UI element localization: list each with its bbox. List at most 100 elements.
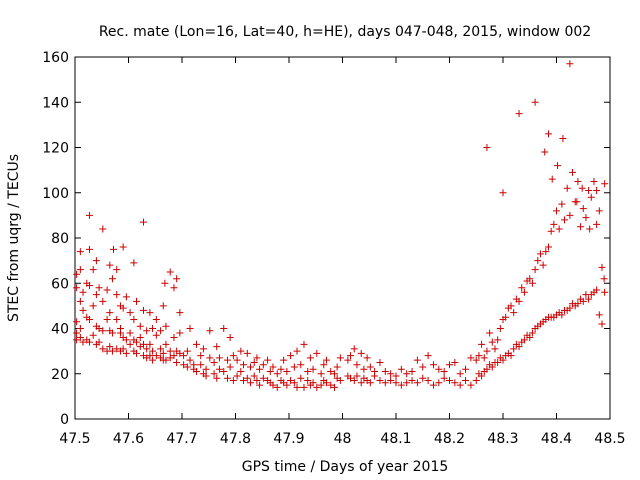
data-point [413, 356, 421, 364]
data-point [76, 325, 84, 332]
data-point [113, 291, 121, 299]
data-point [146, 309, 154, 317]
data-point [376, 358, 384, 366]
data-point [266, 367, 274, 375]
data-point [456, 370, 464, 378]
data-point [353, 361, 361, 369]
data-point [220, 325, 228, 332]
data-point [558, 200, 566, 208]
data-point [366, 379, 374, 387]
data-point [76, 297, 84, 305]
data-point [590, 177, 598, 185]
data-point [350, 377, 358, 385]
data-point [113, 266, 121, 274]
data-point [79, 288, 87, 296]
data-point [585, 186, 593, 194]
data-points [73, 60, 609, 391]
data-point [106, 261, 114, 269]
data-point [197, 352, 205, 360]
data-point [73, 329, 81, 337]
data-point [108, 275, 116, 283]
data-point [419, 374, 427, 382]
data-point [381, 379, 389, 387]
data-point [413, 379, 421, 387]
data-point [566, 304, 574, 312]
data-point [122, 336, 130, 344]
data-point [304, 377, 312, 385]
x-tick-label: 48.3 [487, 431, 518, 447]
data-point [539, 261, 547, 269]
data-point [347, 374, 355, 382]
data-point [309, 365, 317, 373]
data-point [496, 325, 504, 332]
data-point [293, 383, 301, 391]
data-point [213, 374, 221, 382]
data-point [515, 343, 523, 351]
data-point [486, 329, 494, 337]
data-point [478, 340, 486, 348]
data-point [273, 370, 281, 378]
data-point [507, 302, 515, 310]
data-point [85, 338, 93, 346]
data-point [541, 148, 549, 156]
data-point [108, 329, 116, 337]
data-point [502, 313, 510, 321]
data-point [89, 302, 97, 310]
data-point [162, 322, 170, 330]
data-point [180, 361, 188, 369]
data-point [226, 363, 234, 371]
data-point [526, 334, 534, 342]
data-point [206, 327, 214, 335]
data-point [510, 309, 518, 317]
data-point [353, 372, 361, 380]
data-point [573, 198, 581, 206]
data-point [226, 334, 234, 342]
data-point [290, 363, 298, 371]
data-point [360, 365, 368, 373]
data-point [253, 354, 261, 362]
data-point [494, 358, 502, 366]
data-point [309, 379, 317, 387]
data-point [397, 381, 405, 389]
data-point [483, 347, 491, 355]
y-tick-label: 40 [51, 322, 69, 338]
data-point [462, 365, 470, 373]
axes: 47.5 47.6 47.7 47.8 47.9 48 48.1 48.2 48.3 48.4 48… [42, 50, 625, 447]
data-point [166, 347, 174, 355]
data-point [363, 354, 371, 362]
data-point [103, 315, 111, 323]
data-point [237, 347, 245, 355]
data-point [283, 381, 291, 389]
data-point [180, 352, 188, 360]
data-point [130, 315, 138, 323]
data-point [330, 370, 338, 378]
data-point [598, 263, 606, 271]
data-point [110, 245, 118, 253]
data-point [483, 144, 491, 151]
y-tick-label: 120 [42, 141, 69, 157]
y-tick-label: 60 [51, 276, 69, 292]
data-point [330, 383, 338, 391]
data-point [139, 306, 147, 314]
data-point [89, 266, 97, 274]
data-point [499, 356, 507, 364]
data-point [488, 363, 496, 371]
data-point [293, 347, 301, 355]
data-point [170, 334, 178, 342]
data-point [336, 354, 344, 362]
data-point [79, 338, 87, 346]
data-point [85, 245, 93, 253]
data-point [510, 345, 518, 353]
data-point [116, 329, 124, 337]
data-point [446, 361, 453, 369]
data-point [269, 381, 277, 389]
y-tick-label: 100 [42, 186, 69, 202]
data-point [126, 340, 134, 348]
data-point [387, 370, 395, 378]
data-point [202, 365, 210, 373]
data-point [320, 361, 328, 369]
data-point [283, 367, 291, 375]
data-point [392, 372, 400, 380]
data-point [403, 370, 411, 378]
